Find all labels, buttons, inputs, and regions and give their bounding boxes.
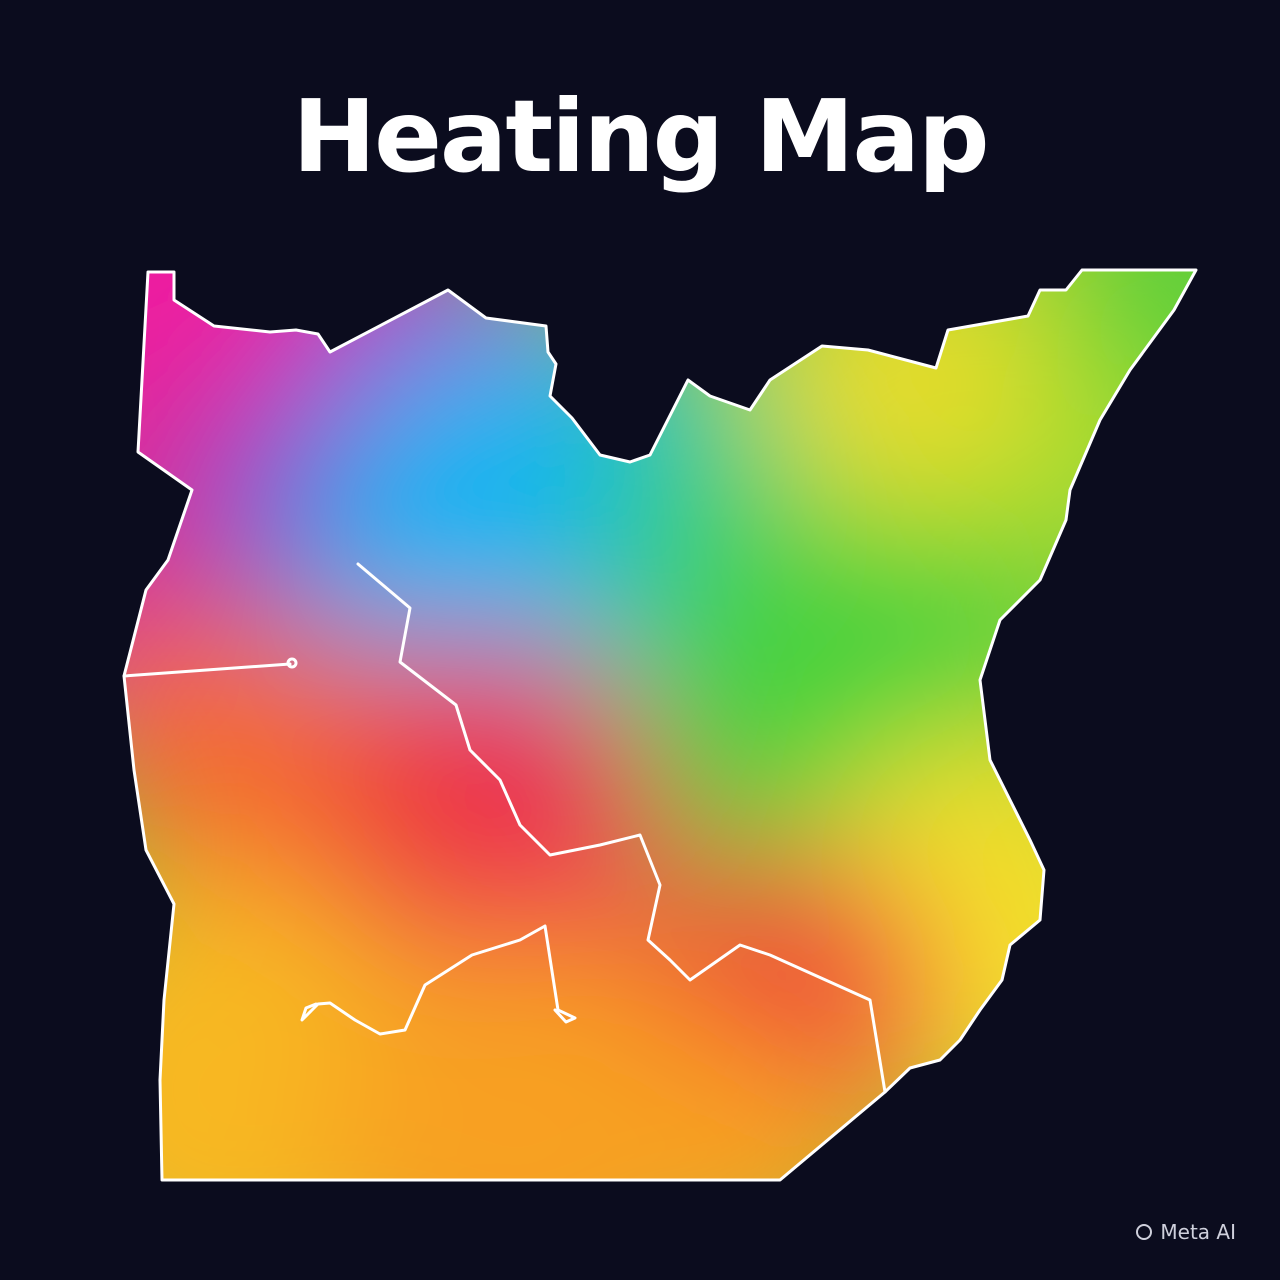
map-borders: [122, 268, 1198, 1182]
map-title: Heating Map: [292, 78, 989, 195]
region-border-south-hook: [300, 1002, 318, 1022]
region-border-south: [308, 924, 577, 1036]
meta-ring-icon: [1136, 1224, 1153, 1240]
watermark-label: Meta AI: [1160, 1220, 1236, 1244]
watermark: Meta AI: [1136, 1220, 1236, 1244]
map-outline: [122, 268, 1198, 1182]
region-border-west: [122, 662, 292, 678]
region-border-west-end: [286, 657, 298, 669]
region-border-central: [356, 562, 887, 1094]
